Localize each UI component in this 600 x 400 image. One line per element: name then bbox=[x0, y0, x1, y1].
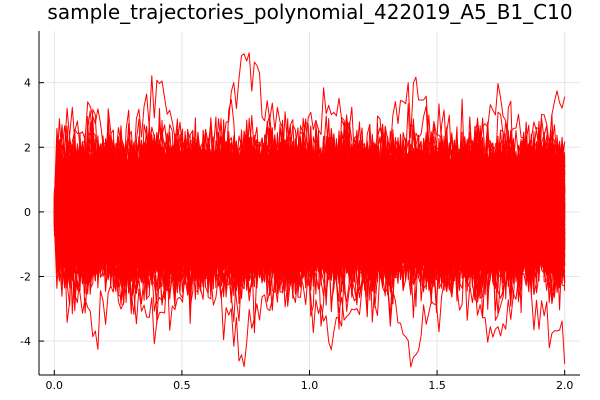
trajectories bbox=[53, 52, 566, 368]
x-tick-label: 2.0 bbox=[556, 379, 574, 392]
ticks: 0.0 0.5 1.0 1.5 2.0 -4 -2 0 2 4 bbox=[20, 77, 573, 392]
trajectory-line bbox=[53, 134, 566, 279]
y-tick-label: -2 bbox=[20, 270, 31, 283]
chart-title: sample_trajectories_polynomial_422019_A5… bbox=[47, 0, 572, 24]
y-tick-label: 2 bbox=[24, 141, 31, 154]
x-tick-label: 0.0 bbox=[46, 379, 64, 392]
x-tick-label: 0.5 bbox=[173, 379, 191, 392]
y-tick-label: -4 bbox=[20, 335, 31, 348]
x-tick-label: 1.5 bbox=[428, 379, 446, 392]
y-tick-label: 0 bbox=[24, 206, 31, 219]
x-tick-label: 1.0 bbox=[301, 379, 319, 392]
y-tick-label: 4 bbox=[24, 77, 31, 90]
